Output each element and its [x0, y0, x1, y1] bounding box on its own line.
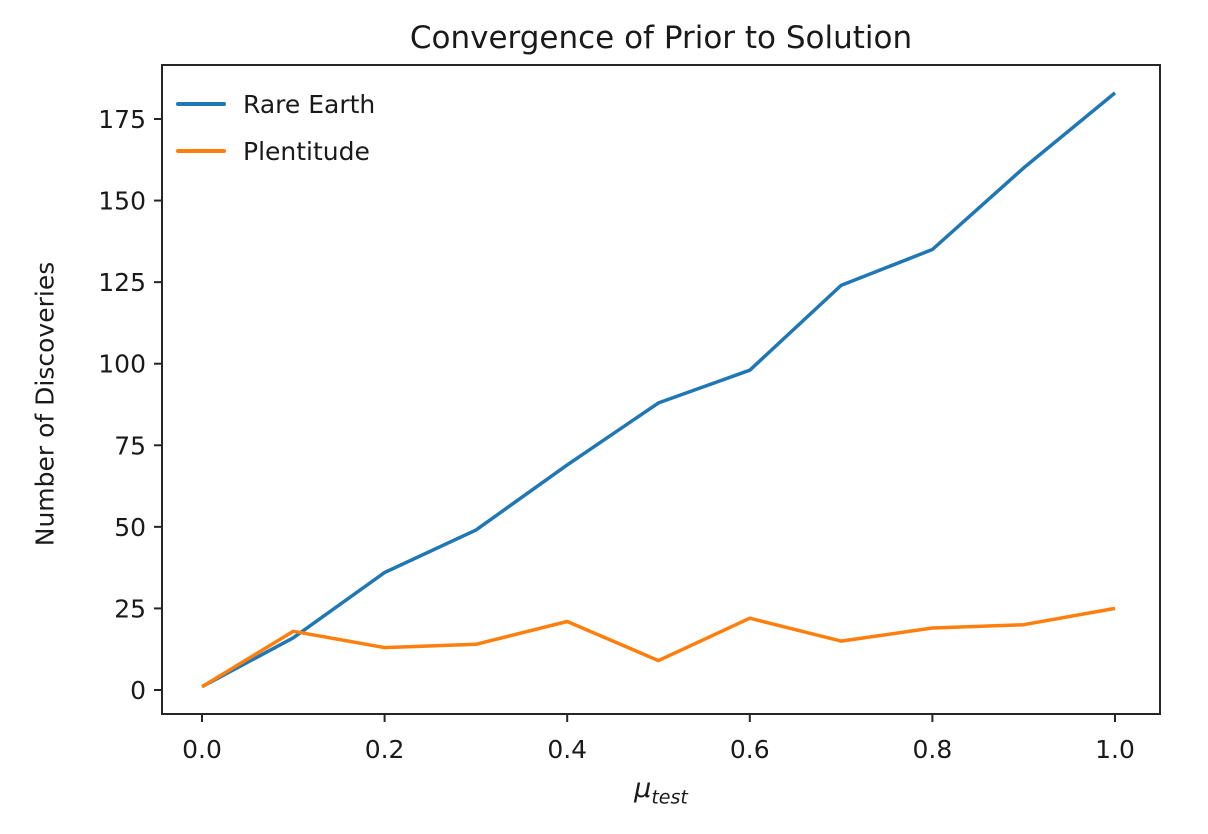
y-axis-label: Number of Discoveries [30, 261, 60, 547]
series-line-plentitude [201, 606, 1116, 689]
x-tick-label: 0.6 [730, 735, 770, 764]
series-line-rare-earth [201, 91, 1117, 689]
mu-symbol: μ [634, 773, 652, 804]
y-tick-label: 50 [114, 513, 146, 542]
y-tick-label: 150 [98, 187, 146, 216]
legend-label: Plentitude [243, 136, 370, 166]
x-tick-label: 0.2 [365, 735, 405, 764]
y-tick-label: 175 [98, 105, 146, 134]
x-axis-label: μtest [634, 773, 688, 807]
chart-title: Convergence of Prior to Solution [409, 20, 913, 56]
legend-line-swatch [176, 149, 226, 153]
legend-item: Plentitude [176, 135, 375, 167]
legend-line-swatch [176, 102, 226, 106]
legend-label: Rare Earth [243, 89, 376, 119]
y-tick-label: 0 [130, 676, 146, 705]
x-label-subscript: test [651, 786, 688, 809]
axes-frame [161, 64, 1161, 715]
x-tick-label: 0.8 [913, 735, 953, 764]
y-tick-label: 125 [98, 268, 146, 297]
x-tick-label: 1.0 [1095, 735, 1135, 764]
y-tick-label: 25 [114, 594, 146, 623]
legend: Rare Earth Plentitude [176, 88, 375, 167]
x-tick-label: 0.0 [182, 735, 222, 764]
x-tick-label: 0.4 [547, 735, 587, 764]
y-tick-label: 75 [114, 431, 146, 460]
y-tick-label: 100 [98, 350, 146, 379]
legend-item: Rare Earth [176, 88, 375, 120]
